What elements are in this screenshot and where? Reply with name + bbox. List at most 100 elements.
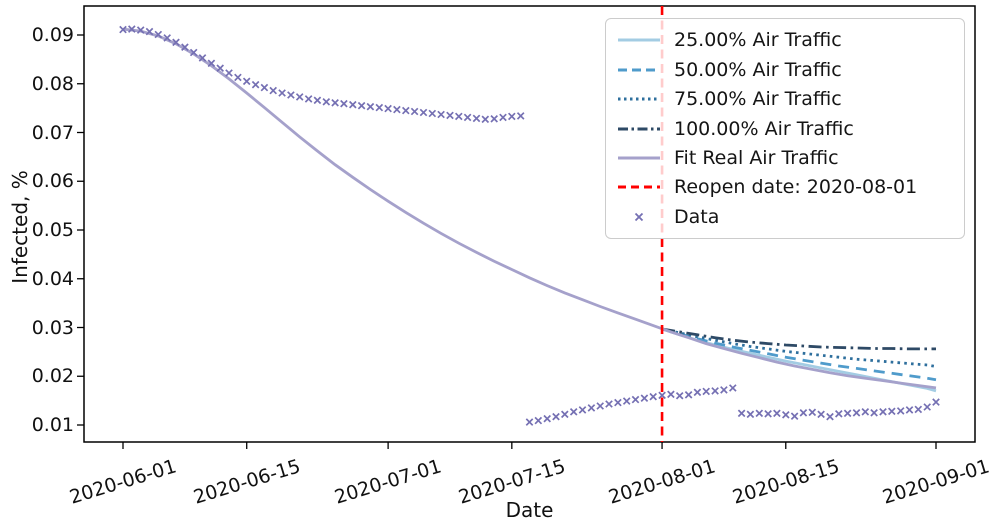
data-marker xyxy=(490,114,499,123)
data-marker xyxy=(852,408,861,417)
data-marker xyxy=(428,109,437,118)
data-marker xyxy=(826,412,834,421)
data-marker xyxy=(154,30,163,39)
data-marker xyxy=(711,387,719,395)
data-marker xyxy=(887,407,896,416)
data-marker xyxy=(932,398,940,406)
data-marker xyxy=(207,59,216,68)
data-marker xyxy=(313,96,322,105)
legend-row: 25.00% Air Traffic xyxy=(606,29,964,51)
data-marker xyxy=(755,409,764,418)
data-marker xyxy=(675,391,684,400)
data-marker xyxy=(216,64,225,73)
legend-marker-sample xyxy=(634,212,644,221)
data-marker xyxy=(905,406,914,414)
data-marker xyxy=(348,100,357,109)
data-marker xyxy=(605,400,613,408)
data-marker xyxy=(225,69,233,77)
data-marker xyxy=(870,408,878,417)
data-marker xyxy=(163,34,172,42)
legend: 25.00% Air Traffic 50.00% Air Traffic 75.0… xyxy=(605,18,965,239)
series-line xyxy=(122,27,937,390)
data-marker xyxy=(578,406,587,414)
legend-row: Reopen date: 2020-08-01 xyxy=(606,176,964,198)
data-marker xyxy=(817,410,825,419)
data-marker xyxy=(516,112,525,120)
y-tick-label: 0.03 xyxy=(31,316,74,339)
data-marker xyxy=(684,390,693,399)
y-axis-label: Infected, % xyxy=(8,170,32,284)
data-marker xyxy=(260,83,269,92)
data-marker xyxy=(737,409,746,418)
data-marker xyxy=(287,91,295,99)
data-marker xyxy=(251,80,260,89)
legend-label: 25.00% Air Traffic xyxy=(674,29,842,52)
data-marker xyxy=(861,407,870,416)
data-marker xyxy=(569,407,578,416)
y-tick-label: 0.04 xyxy=(31,267,74,290)
data-marker xyxy=(127,25,136,33)
data-marker xyxy=(507,112,516,121)
data-marker xyxy=(729,384,737,392)
data-marker xyxy=(896,407,905,415)
data-marker xyxy=(384,104,392,113)
data-marker xyxy=(543,414,552,423)
data-marker xyxy=(357,101,366,110)
data-marker xyxy=(322,97,331,106)
data-marker xyxy=(472,114,481,123)
data-marker xyxy=(375,103,384,112)
x-axis-label: Date xyxy=(505,498,554,522)
data-marker xyxy=(746,410,755,419)
legend-label: Reopen date: 2020-08-01 xyxy=(674,176,918,199)
data-marker xyxy=(481,115,490,124)
data-marker xyxy=(879,407,887,416)
data-marker xyxy=(649,392,658,401)
data-marker xyxy=(693,388,702,397)
y-tick-label: 0.06 xyxy=(31,170,74,193)
data-marker xyxy=(808,408,817,417)
data-marker xyxy=(437,110,445,119)
data-marker xyxy=(587,404,596,412)
data-marker xyxy=(499,113,507,122)
data-marker xyxy=(410,107,419,116)
data-marker xyxy=(525,418,534,426)
data-marker xyxy=(764,409,772,418)
data-marker xyxy=(560,410,569,419)
data-marker xyxy=(552,412,560,421)
data-marker xyxy=(454,112,463,121)
data-marker xyxy=(295,93,304,101)
legend-row: Data xyxy=(606,206,964,228)
legend-label: 75.00% Air Traffic xyxy=(674,88,842,111)
y-tick-label: 0.05 xyxy=(31,219,74,241)
legend-row: Fit Real Air Traffic xyxy=(606,147,964,169)
data-marker xyxy=(923,403,932,411)
data-marker xyxy=(631,395,640,404)
data-marker xyxy=(145,27,154,36)
y-tick-label: 0.07 xyxy=(31,121,74,144)
data-marker xyxy=(340,99,348,108)
data-marker xyxy=(640,394,649,403)
legend-label: Data xyxy=(674,205,720,228)
series-line xyxy=(661,327,936,351)
data-marker xyxy=(843,409,852,418)
data-marker xyxy=(181,43,189,52)
y-tick-label: 0.09 xyxy=(31,24,74,46)
legend-line-sample xyxy=(618,156,660,160)
data-marker xyxy=(834,409,843,418)
legend-line-sample xyxy=(618,68,660,72)
legend-line-sample xyxy=(618,38,660,42)
data-marker xyxy=(304,95,313,103)
data-marker xyxy=(658,391,666,400)
data-marker xyxy=(189,48,198,57)
data-marker xyxy=(463,113,472,122)
data-marker xyxy=(242,77,251,86)
legend-row: 75.00% Air Traffic xyxy=(606,88,964,110)
series-line xyxy=(661,327,937,382)
legend-row: 50.00% Air Traffic xyxy=(606,59,964,81)
data-marker xyxy=(393,105,401,114)
data-marker xyxy=(799,408,808,417)
y-tick-label: 0.01 xyxy=(31,414,74,436)
data-marker xyxy=(614,398,622,407)
data-marker xyxy=(366,102,375,111)
